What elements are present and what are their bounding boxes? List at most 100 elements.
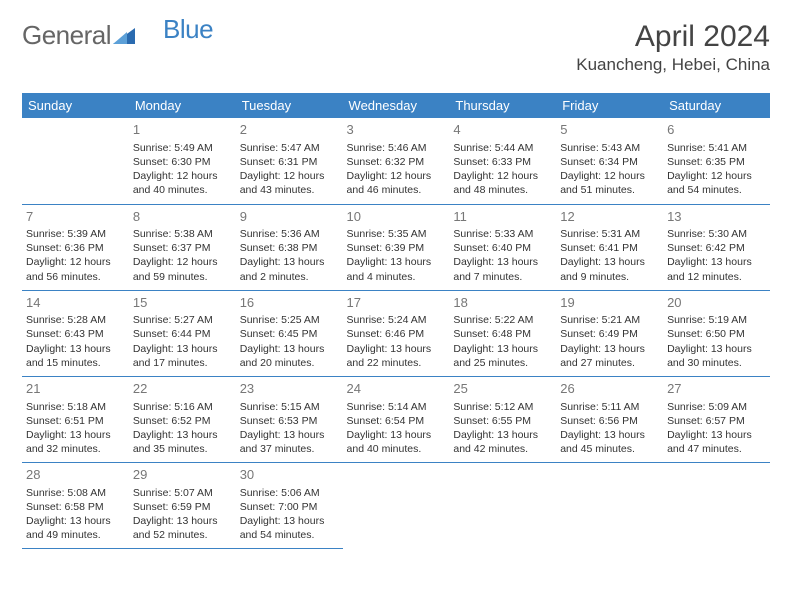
day-info-line: Sunrise: 5:27 AM (133, 313, 232, 327)
calendar-cell: 26Sunrise: 5:11 AMSunset: 6:56 PMDayligh… (556, 376, 663, 462)
logo-text-general: General (22, 20, 111, 51)
day-info-line: Sunset: 6:40 PM (453, 241, 552, 255)
day-info-line: Sunset: 6:55 PM (453, 414, 552, 428)
day-info-line: Daylight: 13 hours (560, 342, 659, 356)
day-info-line: and 59 minutes. (133, 270, 232, 284)
day-info-line: Sunrise: 5:25 AM (240, 313, 339, 327)
calendar-cell: 27Sunrise: 5:09 AMSunset: 6:57 PMDayligh… (663, 376, 770, 462)
calendar-cell: 24Sunrise: 5:14 AMSunset: 6:54 PMDayligh… (343, 376, 450, 462)
day-info-line: Daylight: 13 hours (133, 514, 232, 528)
day-info-line: Sunrise: 5:12 AM (453, 400, 552, 414)
calendar-cell: 10Sunrise: 5:35 AMSunset: 6:39 PMDayligh… (343, 204, 450, 290)
day-info-line: and 25 minutes. (453, 356, 552, 370)
day-info-line: and 54 minutes. (667, 183, 766, 197)
day-info-line: Sunset: 6:44 PM (133, 327, 232, 341)
day-info-line: Sunrise: 5:31 AM (560, 227, 659, 241)
day-info-line: Sunset: 6:39 PM (347, 241, 446, 255)
calendar-cell: 9Sunrise: 5:36 AMSunset: 6:38 PMDaylight… (236, 204, 343, 290)
day-number: 9 (240, 208, 339, 226)
day-info-line: Sunset: 7:00 PM (240, 500, 339, 514)
day-number: 21 (26, 380, 125, 398)
calendar-row: 7Sunrise: 5:39 AMSunset: 6:36 PMDaylight… (22, 204, 770, 290)
day-info-line: and 40 minutes. (133, 183, 232, 197)
calendar-cell: 11Sunrise: 5:33 AMSunset: 6:40 PMDayligh… (449, 204, 556, 290)
day-info-line: Daylight: 13 hours (240, 514, 339, 528)
calendar-cell: 7Sunrise: 5:39 AMSunset: 6:36 PMDaylight… (22, 204, 129, 290)
day-info-line: Daylight: 12 hours (133, 255, 232, 269)
day-number: 25 (453, 380, 552, 398)
day-info-line: and 49 minutes. (26, 528, 125, 542)
calendar-cell: 25 Sunrise: 5:12 AMSunset: 6:55 PMDayligh… (449, 376, 556, 462)
day-info-line: Sunset: 6:59 PM (133, 500, 232, 514)
day-info-line: and 7 minutes. (453, 270, 552, 284)
day-number: 20 (667, 294, 766, 312)
calendar-cell (663, 463, 770, 549)
day-number: 6 (667, 121, 766, 139)
day-info-line: Daylight: 13 hours (347, 342, 446, 356)
day-number: 28 (26, 466, 125, 484)
day-info-line: and 4 minutes. (347, 270, 446, 284)
day-info-line: and 12 minutes. (667, 270, 766, 284)
day-number: 7 (26, 208, 125, 226)
day-number: 15 (133, 294, 232, 312)
day-header-mon: Monday (129, 93, 236, 118)
day-number: 11 (453, 208, 552, 226)
day-number: 29 (133, 466, 232, 484)
day-number: 16 (240, 294, 339, 312)
day-info-line: Sunset: 6:32 PM (347, 155, 446, 169)
logo-triangle-icon (113, 20, 135, 51)
day-info-line: and 17 minutes. (133, 356, 232, 370)
calendar-row: 28Sunrise: 5:08 AMSunset: 6:58 PMDayligh… (22, 463, 770, 549)
day-number: 13 (667, 208, 766, 226)
day-info-line: Sunset: 6:52 PM (133, 414, 232, 428)
calendar-cell: 29 Sunrise: 5:07 AMSunset: 6:59 PMDayligh… (129, 463, 236, 549)
day-info-line: Sunrise: 5:07 AM (133, 486, 232, 500)
calendar-table: Sunday Monday Tuesday Wednesday Thursday… (22, 93, 770, 549)
day-info-line: Daylight: 13 hours (667, 255, 766, 269)
day-info-line: Daylight: 12 hours (667, 169, 766, 183)
day-number: 23 (240, 380, 339, 398)
calendar-cell: 14Sunrise: 5:28 AMSunset: 6:43 PMDayligh… (22, 290, 129, 376)
day-info-line: Sunrise: 5:06 AM (240, 486, 339, 500)
day-number: 30 (240, 466, 339, 484)
day-number: 24 (347, 380, 446, 398)
day-info-line: Sunrise: 5:36 AM (240, 227, 339, 241)
day-header-fri: Friday (556, 93, 663, 118)
day-number: 19 (560, 294, 659, 312)
logo-text-blue: Blue (163, 14, 213, 45)
logo: General Blue (22, 20, 213, 51)
calendar-cell (556, 463, 663, 549)
calendar-cell (22, 118, 129, 204)
month-title: April 2024 (576, 20, 770, 53)
calendar-row: 14Sunrise: 5:28 AMSunset: 6:43 PMDayligh… (22, 290, 770, 376)
calendar-cell: 18Sunrise: 5:22 AMSunset: 6:48 PMDayligh… (449, 290, 556, 376)
day-number: 18 (453, 294, 552, 312)
day-number: 27 (667, 380, 766, 398)
calendar-cell: 15Sunrise: 5:27 AMSunset: 6:44 PMDayligh… (129, 290, 236, 376)
day-info-line: Daylight: 13 hours (133, 428, 232, 442)
day-info-line: and 51 minutes. (560, 183, 659, 197)
day-info-line: Sunset: 6:51 PM (26, 414, 125, 428)
day-info-line: and 2 minutes. (240, 270, 339, 284)
calendar-cell: 20Sunrise: 5:19 AMSunset: 6:50 PMDayligh… (663, 290, 770, 376)
day-info-line: and 22 minutes. (347, 356, 446, 370)
day-info-line: Sunrise: 5:14 AM (347, 400, 446, 414)
calendar-cell: 12Sunrise: 5:31 AMSunset: 6:41 PMDayligh… (556, 204, 663, 290)
day-info-line: Daylight: 13 hours (453, 428, 552, 442)
calendar-row: 1Sunrise: 5:49 AMSunset: 6:30 PMDaylight… (22, 118, 770, 204)
day-info-line: Daylight: 13 hours (347, 428, 446, 442)
day-info-line: Sunrise: 5:41 AM (667, 141, 766, 155)
day-number: 26 (560, 380, 659, 398)
day-info-line: and 54 minutes. (240, 528, 339, 542)
day-number: 22 (133, 380, 232, 398)
day-info-line: Daylight: 12 hours (240, 169, 339, 183)
day-header-row: Sunday Monday Tuesday Wednesday Thursday… (22, 93, 770, 118)
day-info-line: Daylight: 13 hours (453, 342, 552, 356)
day-info-line: Sunset: 6:30 PM (133, 155, 232, 169)
day-info-line: Sunrise: 5:46 AM (347, 141, 446, 155)
day-info-line: and 42 minutes. (453, 442, 552, 456)
day-info-line: and 37 minutes. (240, 442, 339, 456)
calendar-cell: 28Sunrise: 5:08 AMSunset: 6:58 PMDayligh… (22, 463, 129, 549)
day-info-line: Sunset: 6:31 PM (240, 155, 339, 169)
day-info-line: Daylight: 13 hours (240, 428, 339, 442)
